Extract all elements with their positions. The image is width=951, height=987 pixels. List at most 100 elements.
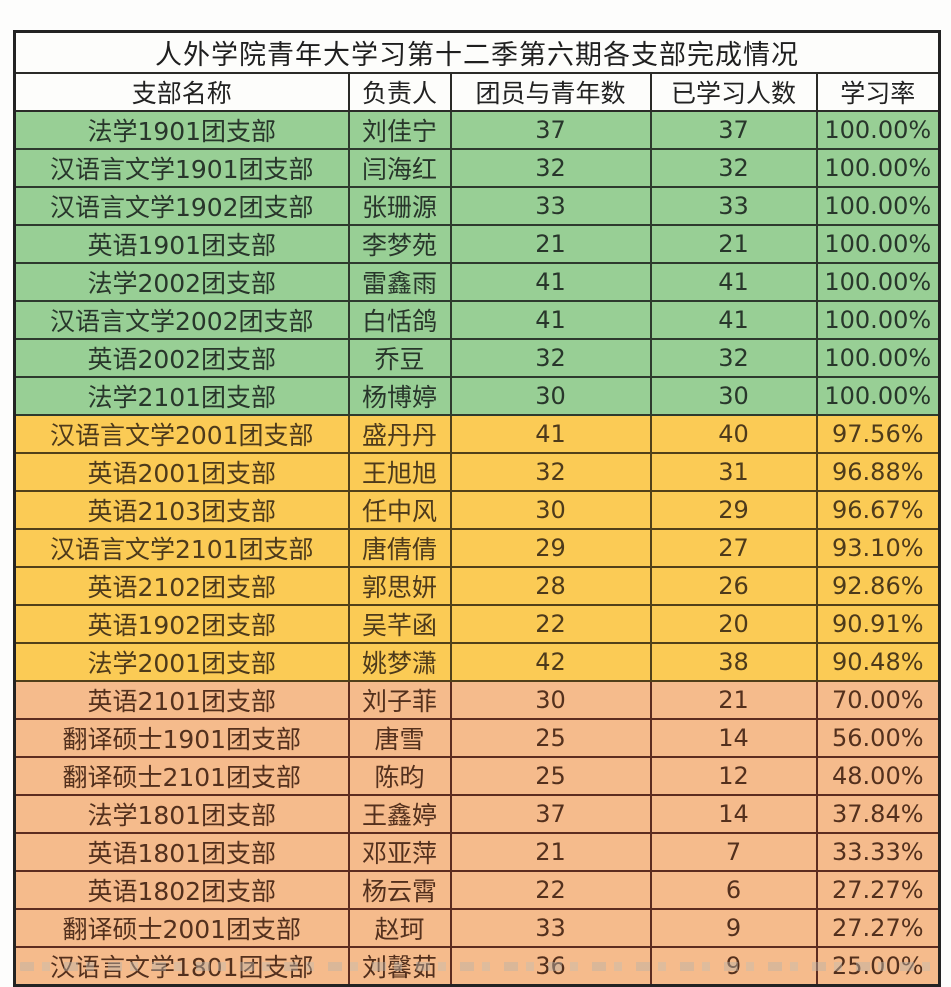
cell-studied-count: 7 xyxy=(649,832,818,872)
cell-studied-count: 40 xyxy=(649,414,818,454)
cell-leader: 王旭旭 xyxy=(347,452,452,492)
cell-studied-count: 41 xyxy=(649,300,818,340)
cell-study-rate: 27.27% xyxy=(815,870,941,910)
table-row: 英语2101团支部 刘子菲 30 21 70.00% xyxy=(13,680,941,720)
table-row: 英语2001团支部 王旭旭 32 31 96.88% xyxy=(13,452,941,492)
cell-leader: 刘佳宁 xyxy=(347,110,452,150)
cell-branch-name: 法学1901团支部 xyxy=(13,110,350,150)
cell-study-rate: 100.00% xyxy=(815,338,941,378)
column-header-member-count: 团员与青年数 xyxy=(449,72,652,112)
cell-branch-name: 英语2001团支部 xyxy=(13,452,350,492)
cell-leader: 王鑫婷 xyxy=(347,794,452,834)
cell-study-rate: 100.00% xyxy=(815,300,941,340)
cell-study-rate: 90.91% xyxy=(815,604,941,644)
cell-leader: 陈昀 xyxy=(347,756,452,796)
cell-member-count: 25 xyxy=(449,756,652,796)
cell-leader: 姚梦潇 xyxy=(347,642,452,682)
cell-branch-name: 英语2002团支部 xyxy=(13,338,350,378)
column-header-study-rate: 学习率 xyxy=(815,72,941,112)
cell-leader: 杨博婷 xyxy=(347,376,452,416)
cell-leader: 闫海红 xyxy=(347,148,452,188)
cell-study-rate: 56.00% xyxy=(815,718,941,758)
cell-branch-name: 翻译硕士2001团支部 xyxy=(13,908,350,948)
cell-leader: 杨云霄 xyxy=(347,870,452,910)
table-row: 法学2101团支部 杨博婷 30 30 100.00% xyxy=(13,376,941,416)
cell-member-count: 21 xyxy=(449,832,652,872)
cell-member-count: 37 xyxy=(449,110,652,150)
cell-leader: 任中风 xyxy=(347,490,452,530)
table-title-row: 人外学院青年大学习第十二季第六期各支部完成情况 xyxy=(13,30,941,74)
cell-branch-name: 法学2001团支部 xyxy=(13,642,350,682)
cell-member-count: 30 xyxy=(449,680,652,720)
cell-study-rate: 37.84% xyxy=(815,794,941,834)
cell-studied-count: 41 xyxy=(649,262,818,302)
table-row: 法学1801团支部 王鑫婷 37 14 37.84% xyxy=(13,794,941,834)
cell-leader: 唐雪 xyxy=(347,718,452,758)
table-row: 汉语言文学1902团支部 张珊源 33 33 100.00% xyxy=(13,186,941,226)
cell-member-count: 22 xyxy=(449,870,652,910)
cell-studied-count: 32 xyxy=(649,148,818,188)
cell-member-count: 41 xyxy=(449,262,652,302)
table-row: 汉语言文学2101团支部 唐倩倩 29 27 93.10% xyxy=(13,528,941,568)
page-title: 人外学院青年大学习第十二季第六期各支部完成情况 xyxy=(13,30,941,74)
table-row: 汉语言文学2001团支部 盛丹丹 41 40 97.56% xyxy=(13,414,941,454)
bottom-cutoff-text xyxy=(20,962,937,971)
cell-member-count: 29 xyxy=(449,528,652,568)
cell-studied-count: 21 xyxy=(649,680,818,720)
cell-branch-name: 翻译硕士1901团支部 xyxy=(13,718,350,758)
report-table-wrapper: 人外学院青年大学习第十二季第六期各支部完成情况 支部名称 负责人 团员与青年数 … xyxy=(13,30,942,987)
column-header-studied-count: 已学习人数 xyxy=(649,72,818,112)
cell-branch-name: 翻译硕士2101团支部 xyxy=(13,756,350,796)
cell-member-count: 42 xyxy=(449,642,652,682)
cell-study-rate: 100.00% xyxy=(815,224,941,264)
cell-study-rate: 100.00% xyxy=(815,186,941,226)
cell-studied-count: 20 xyxy=(649,604,818,644)
cell-member-count: 21 xyxy=(449,224,652,264)
cell-branch-name: 英语1801团支部 xyxy=(13,832,350,872)
cell-branch-name: 法学2101团支部 xyxy=(13,376,350,416)
cell-leader: 雷鑫雨 xyxy=(347,262,452,302)
cell-studied-count: 14 xyxy=(649,718,818,758)
cell-branch-name: 英语1802团支部 xyxy=(13,870,350,910)
cell-branch-name: 英语2103团支部 xyxy=(13,490,350,530)
cell-leader: 乔豆 xyxy=(347,338,452,378)
table-row: 法学2002团支部 雷鑫雨 41 41 100.00% xyxy=(13,262,941,302)
cell-leader: 李梦苑 xyxy=(347,224,452,264)
table-row: 翻译硕士2001团支部 赵珂 33 9 27.27% xyxy=(13,908,941,948)
cell-studied-count: 29 xyxy=(649,490,818,530)
cell-studied-count: 30 xyxy=(649,376,818,416)
cell-branch-name: 英语1902团支部 xyxy=(13,604,350,644)
column-header-branch-name: 支部名称 xyxy=(13,72,350,112)
cell-study-rate: 70.00% xyxy=(815,680,941,720)
cell-leader: 刘子菲 xyxy=(347,680,452,720)
cell-study-rate: 100.00% xyxy=(815,110,941,150)
cell-study-rate: 48.00% xyxy=(815,756,941,796)
cell-study-rate: 96.88% xyxy=(815,452,941,492)
cell-studied-count: 9 xyxy=(649,908,818,948)
cell-member-count: 30 xyxy=(449,490,652,530)
cell-studied-count: 27 xyxy=(649,528,818,568)
cell-leader: 盛丹丹 xyxy=(347,414,452,454)
cell-branch-name: 英语1901团支部 xyxy=(13,224,350,264)
cell-member-count: 41 xyxy=(449,414,652,454)
cell-member-count: 22 xyxy=(449,604,652,644)
cell-member-count: 33 xyxy=(449,186,652,226)
cell-leader: 赵珂 xyxy=(347,908,452,948)
cell-studied-count: 31 xyxy=(649,452,818,492)
table-row: 英语2103团支部 任中风 30 29 96.67% xyxy=(13,490,941,530)
cell-leader: 唐倩倩 xyxy=(347,528,452,568)
cell-study-rate: 27.27% xyxy=(815,908,941,948)
table-row: 汉语言文学2002团支部 白恬鸽 41 41 100.00% xyxy=(13,300,941,340)
cell-study-rate: 33.33% xyxy=(815,832,941,872)
cell-studied-count: 33 xyxy=(649,186,818,226)
cell-member-count: 33 xyxy=(449,908,652,948)
table-row: 翻译硕士1901团支部 唐雪 25 14 56.00% xyxy=(13,718,941,758)
table-body: 法学1901团支部 刘佳宁 37 37 100.00% 汉语言文学1901团支部… xyxy=(13,110,941,987)
cell-study-rate: 100.00% xyxy=(815,148,941,188)
cell-branch-name: 法学2002团支部 xyxy=(13,262,350,302)
cell-branch-name: 法学1801团支部 xyxy=(13,794,350,834)
cell-studied-count: 14 xyxy=(649,794,818,834)
table-row: 汉语言文学1901团支部 闫海红 32 32 100.00% xyxy=(13,148,941,188)
cell-study-rate: 100.00% xyxy=(815,376,941,416)
cell-studied-count: 12 xyxy=(649,756,818,796)
